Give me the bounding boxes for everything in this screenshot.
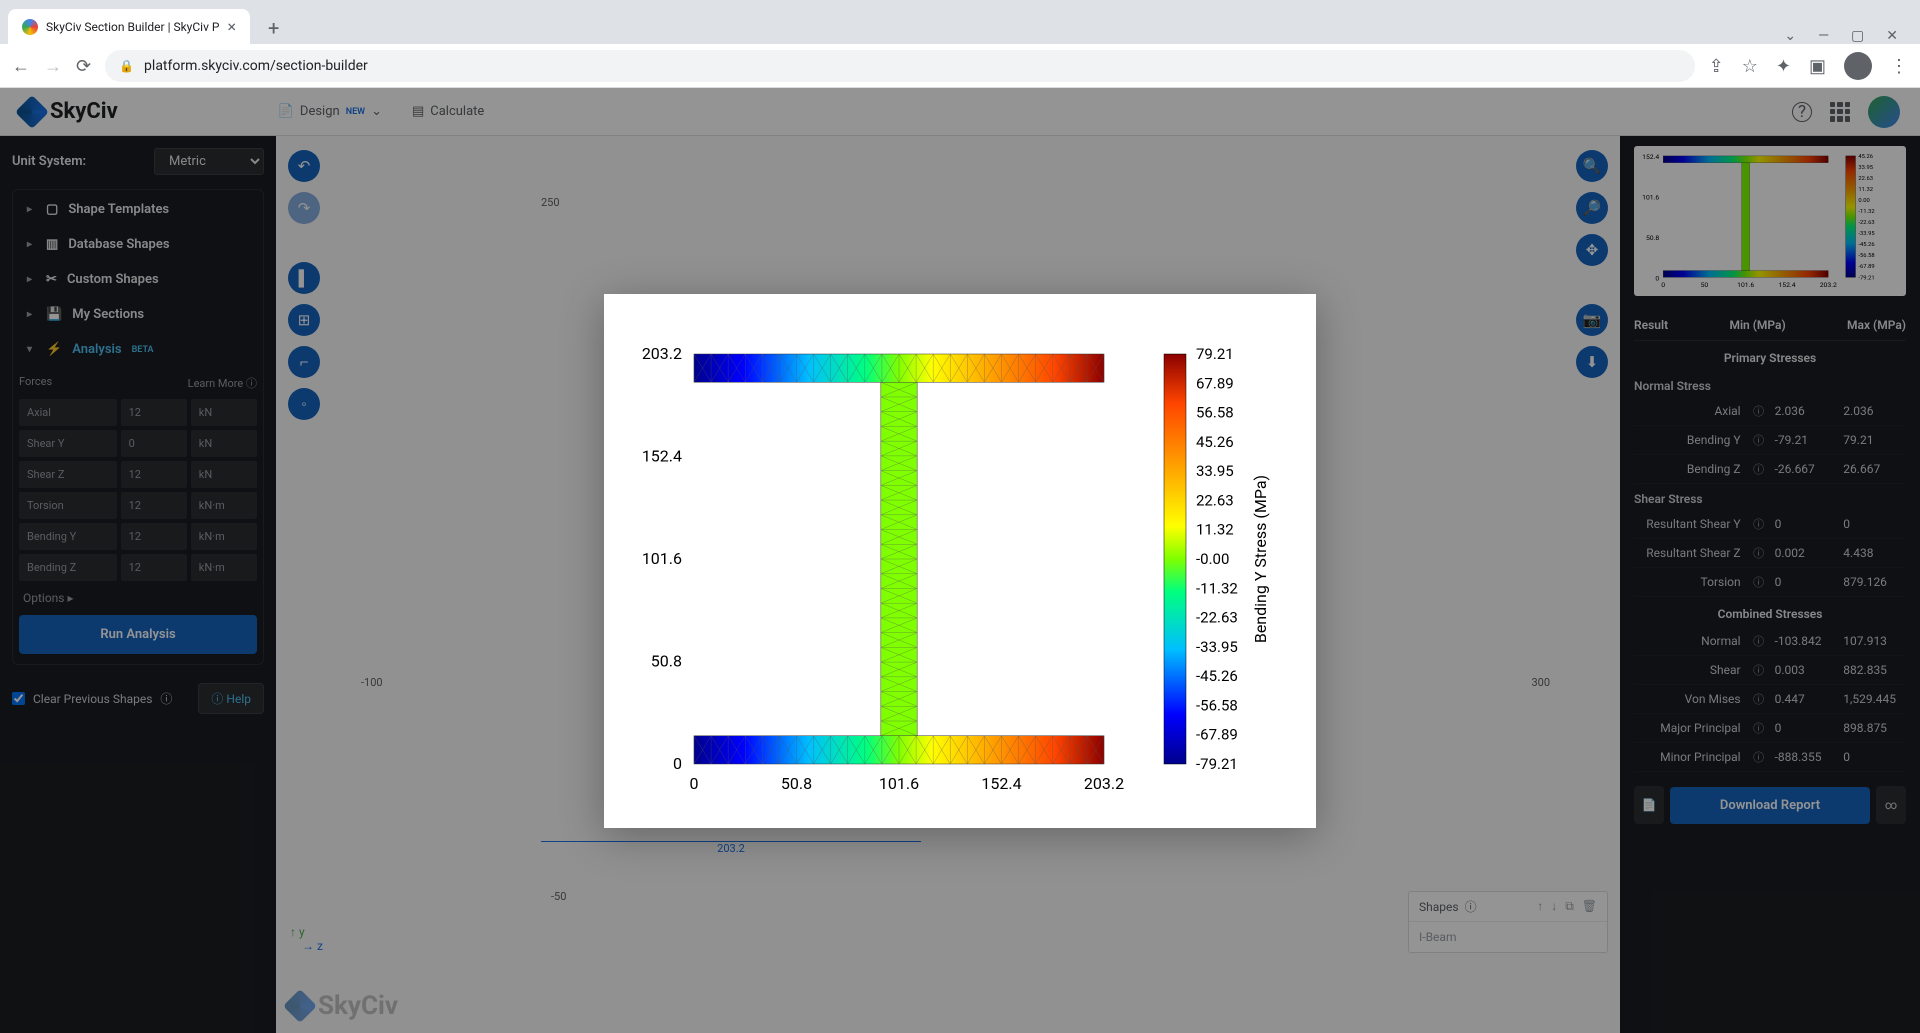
svg-text:203.2: 203.2 (1084, 774, 1124, 793)
svg-text:152.4: 152.4 (981, 774, 1021, 793)
browser-chrome: SkyCiv Section Builder | SkyCiv P × + ⌄ … (0, 0, 1920, 88)
svg-text:-45.26: -45.26 (1196, 667, 1238, 685)
svg-text:101.6: 101.6 (642, 549, 682, 568)
lock-icon: 🔒 (119, 59, 134, 73)
share-icon[interactable]: ⇪ (1709, 56, 1724, 77)
svg-text:0: 0 (690, 774, 699, 793)
svg-text:Bending Y Stress (MPa): Bending Y Stress (MPa) (1251, 474, 1270, 642)
forward-icon[interactable]: → (44, 56, 62, 77)
tab-title: SkyCiv Section Builder | SkyCiv P (46, 20, 219, 34)
url-text: platform.skyciv.com/section-builder (144, 58, 368, 74)
svg-text:11.32: 11.32 (1196, 520, 1234, 538)
browser-tab[interactable]: SkyCiv Section Builder | SkyCiv P × (8, 9, 250, 44)
new-tab-button[interactable]: + (260, 12, 287, 44)
window-controls: ⌄ — ▢ ✕ (1784, 28, 1912, 44)
stress-chart-modal: 203.2 152.4 101.6 50.8 00 50.8 101.6 152.4 203.2… (604, 294, 1316, 828)
reload-icon[interactable]: ⟳ (76, 56, 91, 77)
minimize-icon[interactable]: — (1818, 28, 1829, 44)
extensions-icon[interactable]: ✦ (1776, 56, 1791, 77)
svg-text:-0.00: -0.00 (1196, 550, 1229, 568)
address-bar: ← → ⟳ 🔒 platform.skyciv.com/section-buil… (0, 44, 1920, 88)
favicon-icon (22, 19, 38, 35)
svg-text:152.4: 152.4 (642, 446, 682, 465)
svg-text:50.8: 50.8 (651, 651, 682, 670)
dropdown-icon[interactable]: ⌄ (1784, 28, 1796, 44)
svg-text:203.2: 203.2 (642, 344, 682, 363)
menu-icon[interactable]: ⋮ (1890, 56, 1908, 77)
modal-overlay: 203.2 152.4 101.6 50.8 00 50.8 101.6 152.4 203.2… (0, 88, 1920, 1033)
tab-close-icon[interactable]: × (227, 17, 236, 36)
address-bar-right: ⇪ ☆ ✦ ▣ ⋮ (1709, 52, 1908, 80)
close-window-icon[interactable]: ✕ (1886, 28, 1898, 44)
star-icon[interactable]: ☆ (1742, 56, 1758, 77)
svg-text:101.6: 101.6 (879, 774, 919, 793)
panel-icon[interactable]: ▣ (1809, 56, 1826, 77)
svg-text:45.26: 45.26 (1196, 432, 1234, 450)
svg-text:-79.21: -79.21 (1196, 755, 1238, 773)
svg-text:50.8: 50.8 (781, 774, 812, 793)
url-field[interactable]: 🔒 platform.skyciv.com/section-builder (105, 50, 1695, 82)
svg-text:-56.58: -56.58 (1196, 696, 1238, 714)
profile-icon[interactable] (1844, 52, 1872, 80)
svg-text:-11.32: -11.32 (1196, 579, 1238, 597)
svg-text:67.89: 67.89 (1196, 374, 1234, 392)
svg-text:-33.95: -33.95 (1196, 637, 1238, 655)
tab-bar: SkyCiv Section Builder | SkyCiv P × + ⌄ … (0, 0, 1920, 44)
maximize-icon[interactable]: ▢ (1851, 28, 1864, 44)
svg-text:-22.63: -22.63 (1196, 608, 1238, 626)
svg-text:56.58: 56.58 (1196, 403, 1234, 421)
svg-text:-67.89: -67.89 (1196, 725, 1238, 743)
back-icon[interactable]: ← (12, 56, 30, 77)
svg-text:0: 0 (673, 754, 682, 773)
svg-text:33.95: 33.95 (1196, 462, 1234, 480)
svg-text:79.21: 79.21 (1196, 345, 1234, 363)
svg-text:22.63: 22.63 (1196, 491, 1234, 509)
